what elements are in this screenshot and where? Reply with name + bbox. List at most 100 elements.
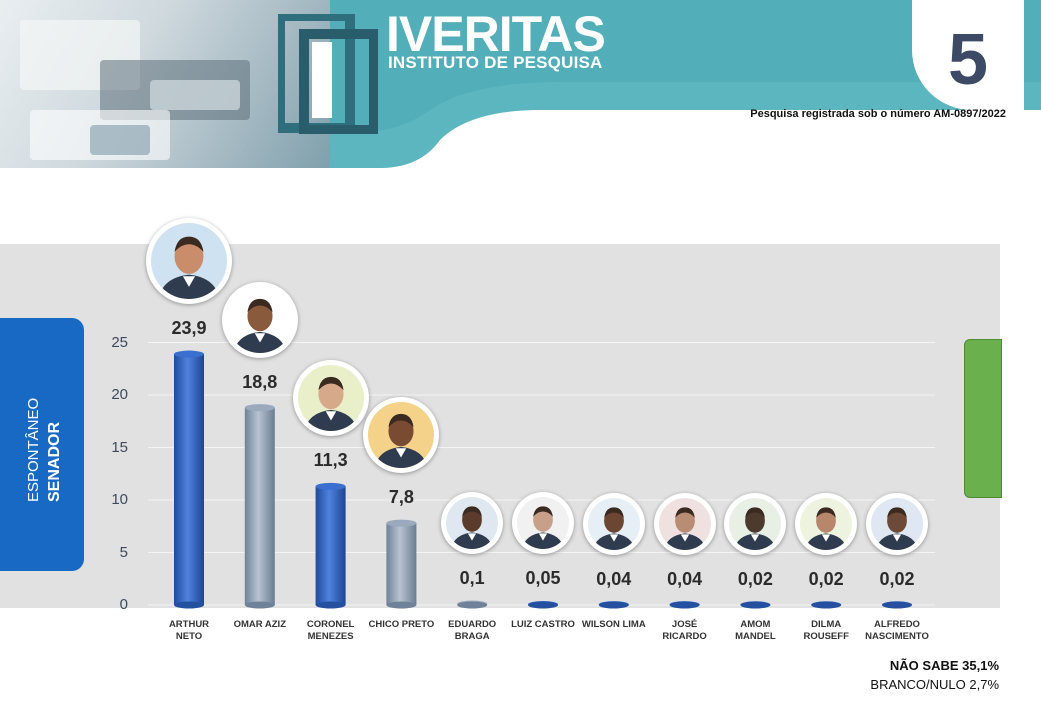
value-label: 7,8 bbox=[388, 487, 414, 508]
category-label: JOSÉ RICARDO bbox=[647, 619, 723, 643]
value-label: 0,02 bbox=[879, 568, 915, 589]
bar-base bbox=[244, 601, 275, 609]
candidate-photo-icon bbox=[653, 492, 716, 555]
category-label: WILSON LIMA bbox=[576, 619, 652, 631]
category-label-line: RICARDO bbox=[662, 631, 707, 642]
candidate-photo-icon bbox=[441, 491, 504, 554]
bar-cap bbox=[174, 350, 204, 358]
bar bbox=[386, 519, 417, 609]
candidate-photo-icon bbox=[363, 397, 440, 474]
footnote-dont-know: NÃO SABE 35,1% bbox=[889, 658, 999, 673]
bar-base bbox=[882, 601, 912, 609]
category-label-line: NETO bbox=[175, 631, 203, 642]
bar bbox=[740, 601, 771, 609]
value-label: 0,02 bbox=[808, 568, 844, 589]
y-tick-label: 5 bbox=[119, 543, 128, 561]
bar bbox=[315, 482, 346, 609]
bar bbox=[457, 600, 488, 609]
footnote-blank-null: BRANCO/NULO 2,7% bbox=[870, 677, 999, 692]
category-label: ALFREDO NASCIMENTO bbox=[859, 619, 935, 643]
category-label: EDUARDO BRAGA bbox=[434, 619, 510, 643]
category-label-line: LUIZ CASTRO bbox=[511, 619, 575, 630]
bar bbox=[174, 350, 204, 609]
bar-base bbox=[740, 601, 771, 609]
category-label-line: MANDEL bbox=[735, 631, 776, 642]
category-label-line: CHICO PRETO bbox=[368, 619, 435, 630]
candidate-photo-icon bbox=[795, 492, 858, 555]
bar-base bbox=[315, 601, 346, 609]
side-tab bbox=[964, 339, 1002, 498]
side-label-panel bbox=[0, 318, 84, 571]
bar-base bbox=[598, 601, 629, 609]
candidate-photo-icon bbox=[724, 492, 787, 555]
category-label-line: EDUARDO bbox=[448, 619, 497, 630]
bars bbox=[174, 350, 912, 609]
candidate-photo-icon bbox=[292, 360, 369, 437]
bar-body bbox=[244, 407, 275, 605]
category-label-line: ROUSEFF bbox=[803, 631, 849, 642]
category-label: LUIZ CASTRO bbox=[505, 619, 581, 631]
bar bbox=[811, 601, 842, 609]
header: IVERITAS INSTITUTO DE PESQUISA 5 Pesquis… bbox=[0, 0, 1041, 170]
category-label-line: JOSÉ bbox=[671, 619, 698, 630]
candidate-photo-icon bbox=[866, 492, 928, 555]
bar bbox=[244, 404, 275, 609]
category-label-line: ARTHUR bbox=[168, 619, 210, 630]
category-label-line: OMAR AZIZ bbox=[233, 619, 286, 630]
brand-name: IVERITAS bbox=[386, 6, 606, 62]
y-tick-label: 10 bbox=[111, 491, 128, 508]
bar-base bbox=[811, 601, 842, 609]
value-label: 11,3 bbox=[313, 450, 348, 471]
page-number: 5 bbox=[947, 20, 989, 100]
category-label-line: NASCIMENTO bbox=[865, 631, 929, 642]
brand-subtitle: INSTITUTO DE PESQUISA bbox=[388, 53, 603, 72]
y-tick-label: 20 bbox=[111, 386, 128, 403]
y-tick-label: 0 bbox=[119, 596, 128, 613]
category-label: CORONEL MENEZES bbox=[293, 619, 369, 643]
category-label: OMAR AZIZ bbox=[222, 619, 298, 631]
bar-cap bbox=[244, 404, 275, 412]
bar-base bbox=[174, 601, 204, 609]
page-number-box bbox=[912, 0, 1024, 110]
bar-base bbox=[386, 601, 417, 609]
value-label: 0,04 bbox=[596, 568, 632, 589]
category-label-line: DILMA bbox=[811, 619, 842, 630]
value-label: 18,8 bbox=[242, 371, 278, 392]
category-label: ARTHUR NETO bbox=[151, 619, 227, 643]
category-label-line: CORONEL bbox=[306, 619, 355, 630]
category-label: AMOM MANDEL bbox=[717, 619, 793, 643]
value-label: 23,9 bbox=[171, 318, 207, 339]
value-label: 0,05 bbox=[525, 568, 561, 589]
candidate-photo-icon bbox=[512, 492, 574, 555]
bar bbox=[528, 600, 558, 609]
header-photo bbox=[0, 0, 330, 168]
candidate-photo-icon bbox=[582, 492, 645, 555]
plot-background bbox=[0, 244, 1000, 608]
bar-cap bbox=[315, 482, 346, 490]
bar-body bbox=[315, 486, 346, 605]
category-label-line: ALFREDO bbox=[874, 619, 920, 630]
logo-icon bbox=[278, 14, 378, 134]
category-label-line: WILSON LIMA bbox=[581, 619, 646, 630]
value-label: 0,1 bbox=[459, 567, 485, 588]
value-label: 0,04 bbox=[667, 568, 703, 589]
bar-body bbox=[174, 354, 204, 605]
category-label-line: BRAGA bbox=[454, 631, 490, 642]
side-label-line2: SENADOR bbox=[46, 421, 63, 502]
bar-base bbox=[669, 601, 700, 609]
bar-base bbox=[528, 601, 558, 609]
category-label-line: MENEZES bbox=[307, 631, 354, 642]
bar bbox=[669, 601, 700, 609]
side-label-line1: ESPONTÂNEO bbox=[25, 397, 42, 502]
value-label: 0,02 bbox=[737, 568, 773, 589]
bar-body bbox=[386, 523, 417, 605]
bar bbox=[598, 601, 629, 609]
bar-cap bbox=[386, 519, 417, 527]
bar-base bbox=[457, 601, 488, 609]
y-tick-label: 15 bbox=[111, 438, 128, 456]
category-label: CHICO PRETO bbox=[363, 619, 439, 631]
bar bbox=[882, 601, 912, 609]
y-tick-label: 25 bbox=[111, 333, 128, 351]
category-label-line: AMOM bbox=[740, 619, 771, 630]
